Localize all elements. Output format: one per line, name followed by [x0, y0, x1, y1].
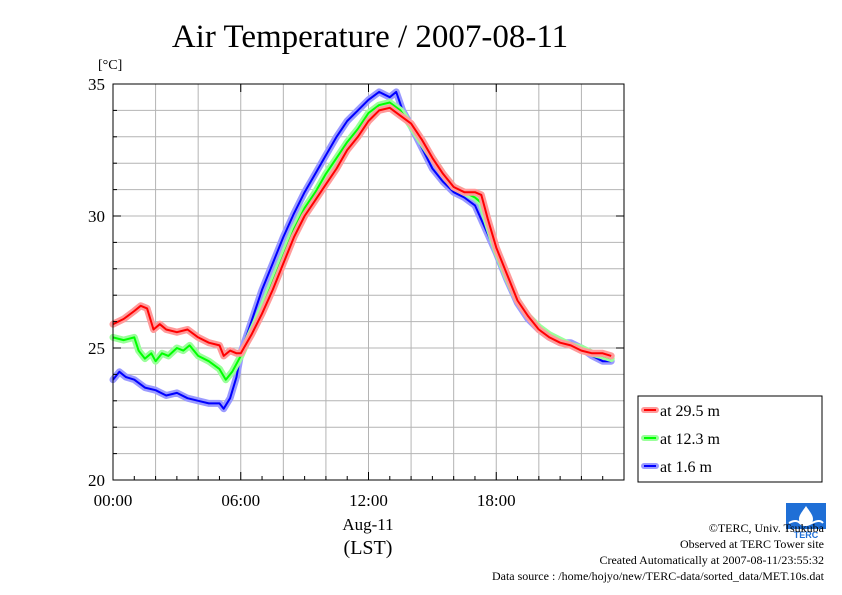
series-glow [113, 103, 611, 380]
copyright-text: ©TERC, Univ. Tsukuba [492, 520, 824, 536]
x-axis-date-label: Aug-11 [342, 515, 393, 534]
series-line [113, 103, 611, 380]
y-tick-label: 35 [88, 75, 105, 94]
x-axis-label: (LST) [344, 537, 393, 559]
legend-label: at 1.6 m [660, 459, 713, 476]
series-glow [113, 108, 611, 356]
source-text: Data source : /home/hojyo/new/TERC-data/… [492, 568, 824, 584]
legend: at 29.5 m at 12.3 m at 1.6 m [638, 396, 822, 482]
created-text: Created Automatically at 2007-08-11/23:5… [492, 552, 824, 568]
x-tick-label: 06:00 [221, 491, 260, 510]
series-path [113, 103, 611, 380]
y-tick-label: 25 [88, 339, 105, 358]
credits: ©TERC, Univ. Tsukuba Observed at TERC To… [492, 520, 824, 584]
series-glow [113, 92, 611, 409]
y-unit-label: [°C] [98, 58, 122, 73]
series-path [113, 92, 611, 409]
observed-text: Observed at TERC Tower site [492, 536, 824, 552]
grid-lines [113, 84, 624, 480]
series-lines [113, 92, 611, 409]
y-tick-label: 20 [88, 471, 105, 490]
x-tick-label: 12:00 [349, 491, 388, 510]
chart-title: Air Temperature / 2007-08-11 [172, 19, 568, 55]
series-path [113, 108, 611, 356]
legend-label: at 29.5 m [660, 403, 721, 420]
x-tick-label: 00:00 [94, 491, 133, 510]
series-line [113, 92, 611, 409]
series-line [113, 108, 611, 356]
x-tick-label: 18:00 [477, 491, 516, 510]
legend-label: at 12.3 m [660, 431, 721, 448]
y-tick-label: 30 [88, 207, 105, 226]
